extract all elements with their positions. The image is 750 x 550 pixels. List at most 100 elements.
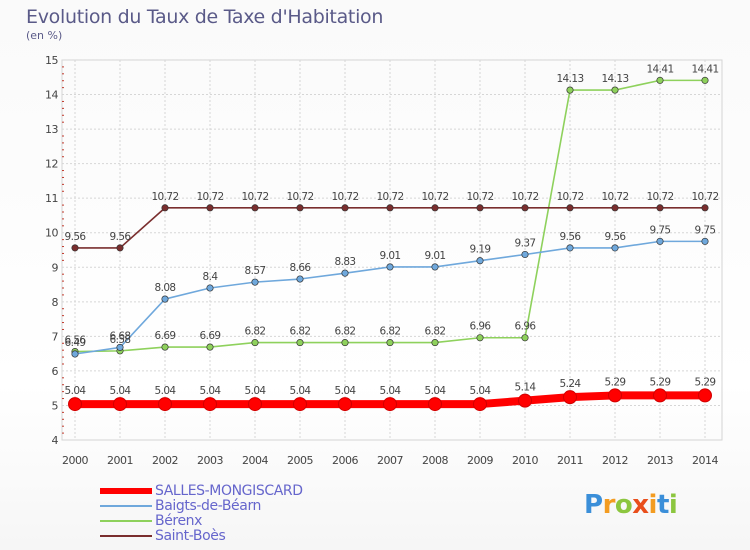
data-point-3 [71,244,79,252]
data-point-1 [656,237,664,245]
data-point-3 [341,204,349,212]
x-tick-label: 2002 [152,454,178,467]
data-point-3 [701,204,709,212]
data-label-0: 5.29 [695,376,716,388]
data-point-1 [611,244,619,252]
data-label-3: 10.72 [601,191,628,203]
data-label-3: 9.56 [110,231,132,243]
data-label-3: 10.72 [556,191,583,203]
data-label-1: 8.4 [203,271,219,283]
data-label-2: 6.82 [290,326,311,338]
legend-label-saint-boes: Saint-Boès [155,528,226,544]
data-point-0 [68,397,82,412]
x-tick-label: 2005 [287,454,313,467]
data-label-2: 6.69 [155,330,176,342]
data-label-2: 6.82 [425,326,446,338]
data-point-2 [206,343,214,351]
data-point-0 [473,397,487,412]
data-point-2 [251,339,259,347]
data-label-0: 5.04 [110,385,132,397]
data-point-0 [248,397,262,412]
data-label-1: 6.49 [65,337,86,349]
data-label-1: 8.08 [155,282,176,294]
y-tick-label: 8 [52,296,59,309]
data-point-0 [518,393,532,408]
data-label-0: 5.04 [245,385,267,397]
logo-letter: r [602,490,616,520]
data-label-3: 10.72 [241,191,268,203]
logo-letter: t [656,490,669,520]
data-point-1 [116,343,124,351]
data-point-1 [521,250,529,259]
data-point-0 [113,397,127,412]
legend-label-berenx: Bérenx [155,513,203,529]
x-tick-label: 2006 [332,454,358,467]
data-label-2: 6.82 [335,326,356,338]
data-point-2 [566,86,574,94]
plot-frame [61,59,723,441]
data-label-2: 6.56 [65,335,87,347]
y-tick-label: 10 [45,227,58,240]
data-point-2 [611,86,619,94]
y-tick-label: 9 [52,261,59,274]
data-label-1: 8.66 [290,262,312,274]
data-label-0: 5.04 [335,385,357,397]
data-label-2: 6.82 [380,326,401,338]
x-tick-label: 2001 [107,454,133,467]
data-label-2: 6.96 [470,321,492,333]
data-point-3 [116,244,124,252]
y-tick-label: 12 [45,158,58,171]
data-point-1 [431,263,439,271]
data-label-3: 10.72 [511,191,538,203]
data-label-2: 14.13 [601,73,628,85]
data-label-0: 5.04 [290,385,312,397]
data-point-1 [296,275,304,283]
x-tick-label: 2003 [197,454,223,467]
data-label-1: 9.01 [425,250,446,262]
data-point-0 [428,397,442,412]
legend-swatch-berenx [100,520,152,522]
y-tick-label: 4 [52,434,59,447]
data-label-3: 10.72 [466,191,493,203]
data-point-1 [566,244,574,252]
chart-unit: (en %) [26,29,63,42]
data-point-1 [701,237,709,245]
data-point-0 [293,397,307,412]
data-point-3 [161,204,169,212]
x-tick-label: 2007 [377,454,403,467]
proxiti-logo: Proxiti [584,490,678,520]
data-label-2: 6.69 [200,330,221,342]
chart-title: Evolution du Taux de Taxe d'Habitation [26,6,384,28]
data-point-3 [521,204,529,212]
y-tick-label: 11 [45,192,58,205]
data-label-2: 14.13 [556,73,583,85]
data-point-2 [386,339,394,347]
data-label-3: 10.72 [196,191,223,203]
data-point-0 [608,388,622,403]
data-label-2: 6.58 [110,334,131,346]
data-label-1: 9.56 [605,231,627,243]
data-label-3: 10.72 [646,191,673,203]
data-point-0 [563,390,577,405]
data-label-3: 10.72 [376,191,403,203]
data-point-0 [383,397,397,412]
data-point-0 [203,397,217,412]
data-point-3 [296,204,304,212]
data-point-1 [71,350,79,358]
data-point-3 [206,204,214,212]
data-point-2 [431,339,439,347]
data-label-1: 9.75 [650,224,671,236]
x-tick-label: 2000 [62,454,88,467]
data-label-1: 6.68 [110,330,131,342]
data-label-1: 8.83 [335,256,356,268]
data-label-3: 10.72 [151,191,178,203]
logo-letter: i [648,490,658,520]
data-point-1 [251,278,259,286]
data-label-0: 5.04 [200,385,222,397]
data-point-2 [296,339,304,347]
y-tick-label: 7 [52,330,59,343]
data-label-2: 6.96 [515,321,537,333]
x-tick-label: 2012 [602,454,628,467]
logo-letter: x [632,490,649,520]
